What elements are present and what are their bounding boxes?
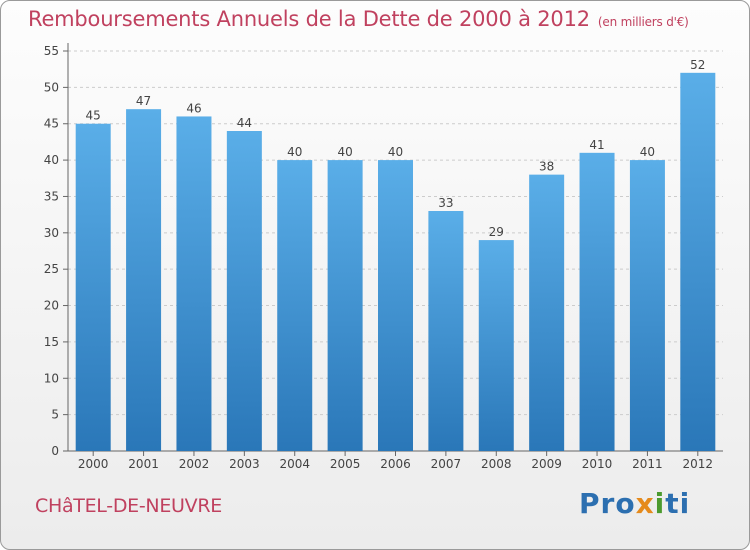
logo-part-2: x <box>635 487 655 520</box>
value-label-2007: 33 <box>438 196 453 210</box>
value-label-2005: 40 <box>337 145 352 159</box>
y-tick-label: 15 <box>44 335 59 349</box>
value-label-2002: 46 <box>186 101 201 115</box>
y-tick-label: 5 <box>51 408 59 422</box>
chart-unit: (en milliers d'€) <box>597 15 689 29</box>
x-tick-label-2007: 2007 <box>431 457 462 471</box>
x-tick-label-2009: 2009 <box>531 457 562 471</box>
bar-2006 <box>378 160 413 451</box>
value-label-2000: 45 <box>86 109 101 123</box>
bar-2001 <box>126 109 162 451</box>
y-tick-label: 40 <box>44 153 59 167</box>
bar-2003 <box>226 131 262 451</box>
x-tick-label-2011: 2011 <box>632 457 663 471</box>
y-tick-label: 25 <box>44 262 59 276</box>
x-tick-label-2000: 2000 <box>78 457 109 471</box>
bar-2002 <box>176 116 212 452</box>
y-tick-label: 30 <box>44 226 59 240</box>
proxiti-logo: Proxiti <box>579 487 690 520</box>
bar-2011 <box>629 160 665 451</box>
y-tick-label: 45 <box>44 117 59 131</box>
y-tick-label: 55 <box>44 44 59 58</box>
value-label-2001: 47 <box>136 94 151 108</box>
logo-part-3: i <box>654 487 666 520</box>
x-tick-label-2012: 2012 <box>683 457 714 471</box>
bar-2008 <box>478 240 514 451</box>
logo-part-4: ti <box>665 487 691 520</box>
x-tick-label-2005: 2005 <box>330 457 361 471</box>
value-label-2012: 52 <box>690 58 705 72</box>
commune-name: CHâTEL-DE-NEUVRE <box>35 495 222 517</box>
bar-2010 <box>579 152 615 451</box>
value-label-2011: 40 <box>640 145 655 159</box>
x-tick-label-2004: 2004 <box>279 457 310 471</box>
x-tick-label-2008: 2008 <box>481 457 512 471</box>
x-tick-label-2010: 2010 <box>582 457 613 471</box>
value-label-2006: 40 <box>388 145 403 159</box>
labels: 45 2000 47 2001 46 2002 44 2003 40 2004 40 2005 40 20… <box>78 58 713 471</box>
x-tick-label-2006: 2006 <box>380 457 411 471</box>
value-label-2010: 41 <box>589 138 604 152</box>
y-tick-label: 50 <box>44 80 59 94</box>
y-tick-label: 35 <box>44 189 59 203</box>
chart-title: Remboursements Annuels de la Dette de 20… <box>28 7 689 31</box>
logo-part-1: Pro <box>579 487 636 520</box>
y-tick-label: 10 <box>44 371 59 385</box>
value-label-2008: 29 <box>489 225 504 239</box>
bars <box>75 72 716 452</box>
bar-2005 <box>327 160 363 451</box>
x-tick-label-2002: 2002 <box>179 457 210 471</box>
x-tick-label-2003: 2003 <box>229 457 260 471</box>
chart-title-text: Remboursements Annuels de la Dette de 20… <box>28 7 590 31</box>
y-tick-label: 20 <box>44 299 59 313</box>
value-label-2009: 38 <box>539 160 554 174</box>
value-label-2004: 40 <box>287 145 302 159</box>
bar-2000 <box>75 123 111 452</box>
bar-2012 <box>680 72 716 452</box>
bar-2004 <box>277 160 313 451</box>
value-label-2003: 44 <box>237 116 252 130</box>
bar-2009 <box>529 174 565 452</box>
x-tick-label-2001: 2001 <box>128 457 159 471</box>
bar-2007 <box>428 211 464 451</box>
y-tick-label: 0 <box>51 444 59 458</box>
